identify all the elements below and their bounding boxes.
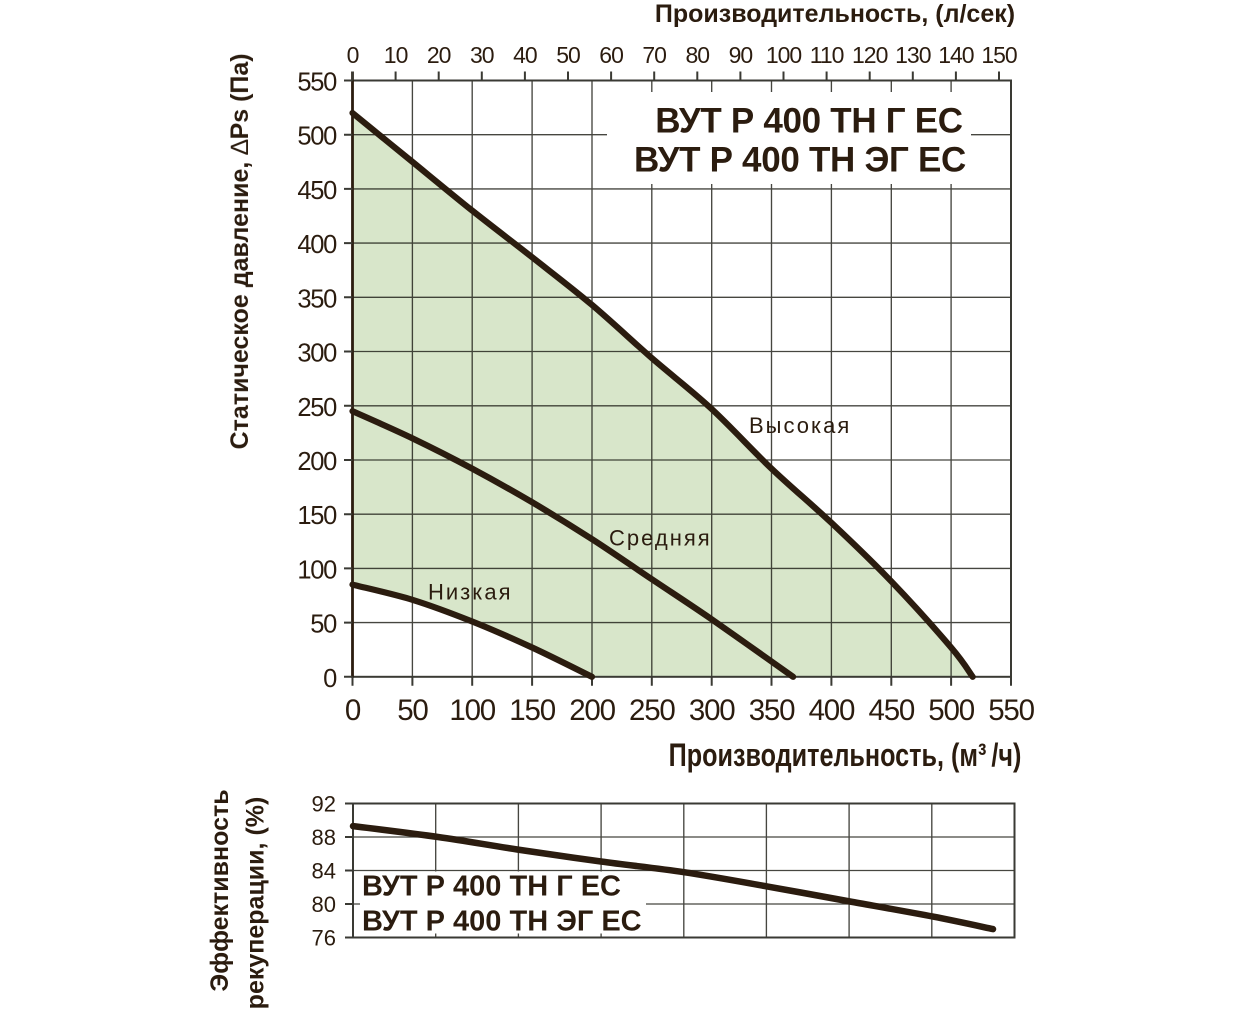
svg-text:88: 88: [312, 825, 336, 850]
svg-text:80: 80: [686, 42, 710, 68]
svg-text:Низкая: Низкая: [428, 580, 513, 605]
svg-text:30: 30: [470, 42, 494, 68]
svg-text:100: 100: [449, 694, 495, 727]
svg-text:150: 150: [297, 502, 337, 530]
svg-text:50: 50: [397, 694, 428, 727]
svg-text:400: 400: [809, 694, 855, 727]
svg-text:Производительность, (м³ /ч): Производительность, (м³ /ч): [669, 738, 1022, 774]
svg-text:120: 120: [852, 42, 888, 68]
svg-text:200: 200: [569, 694, 615, 727]
svg-text:130: 130: [895, 42, 931, 68]
svg-text:150: 150: [509, 694, 555, 727]
svg-text:0: 0: [347, 42, 359, 68]
svg-text:92: 92: [312, 792, 336, 817]
svg-text:80: 80: [312, 892, 336, 917]
svg-text:350: 350: [297, 285, 337, 313]
svg-text:50: 50: [556, 42, 580, 68]
svg-text:500: 500: [928, 694, 974, 727]
svg-text:0: 0: [345, 694, 361, 727]
svg-text:300: 300: [689, 694, 735, 727]
svg-text:100: 100: [297, 556, 337, 584]
svg-text:Статическое давление, ∆Ps (Па): Статическое давление, ∆Ps (Па): [226, 53, 254, 449]
svg-text:90: 90: [729, 42, 753, 68]
svg-text:150: 150: [981, 42, 1017, 68]
svg-text:0: 0: [323, 665, 337, 693]
svg-text:76: 76: [312, 926, 336, 951]
svg-text:40: 40: [513, 42, 537, 68]
svg-text:500: 500: [297, 123, 337, 151]
svg-text:рекуперации, (%): рекуперации, (%): [242, 797, 270, 1010]
svg-text:20: 20: [427, 42, 451, 68]
svg-text:300: 300: [297, 340, 337, 368]
svg-text:ВУТ Р 400 ТН ЭГ ЕС: ВУТ Р 400 ТН ЭГ ЕС: [634, 140, 966, 179]
svg-text:400: 400: [297, 231, 337, 259]
svg-text:450: 450: [868, 694, 914, 727]
svg-text:ВУТ Р 400 ТН Г ЕС: ВУТ Р 400 ТН Г ЕС: [655, 102, 962, 141]
svg-text:ВУТ Р 400 ТН Г ЕС: ВУТ Р 400 ТН Г ЕС: [362, 871, 621, 903]
svg-text:Производительность, (л/сек): Производительность, (л/сек): [655, 0, 1015, 28]
svg-text:ВУТ Р 400 ТН ЭГ ЕС: ВУТ Р 400 ТН ЭГ ЕС: [362, 906, 642, 938]
svg-text:Высокая: Высокая: [749, 413, 851, 438]
svg-text:550: 550: [988, 694, 1034, 727]
svg-text:200: 200: [297, 448, 337, 476]
svg-text:100: 100: [766, 42, 802, 68]
svg-text:50: 50: [310, 611, 337, 639]
svg-text:84: 84: [312, 859, 336, 884]
svg-text:250: 250: [629, 694, 675, 727]
svg-text:10: 10: [384, 42, 408, 68]
svg-text:250: 250: [297, 394, 337, 422]
svg-text:450: 450: [297, 177, 337, 205]
svg-text:70: 70: [642, 42, 666, 68]
svg-text:140: 140: [938, 42, 974, 68]
svg-text:60: 60: [599, 42, 623, 68]
svg-text:350: 350: [749, 694, 795, 727]
svg-text:110: 110: [810, 42, 844, 68]
svg-text:550: 550: [297, 69, 337, 97]
svg-text:Эффективность: Эффективность: [206, 789, 234, 991]
svg-text:Средняя: Средняя: [609, 526, 712, 551]
